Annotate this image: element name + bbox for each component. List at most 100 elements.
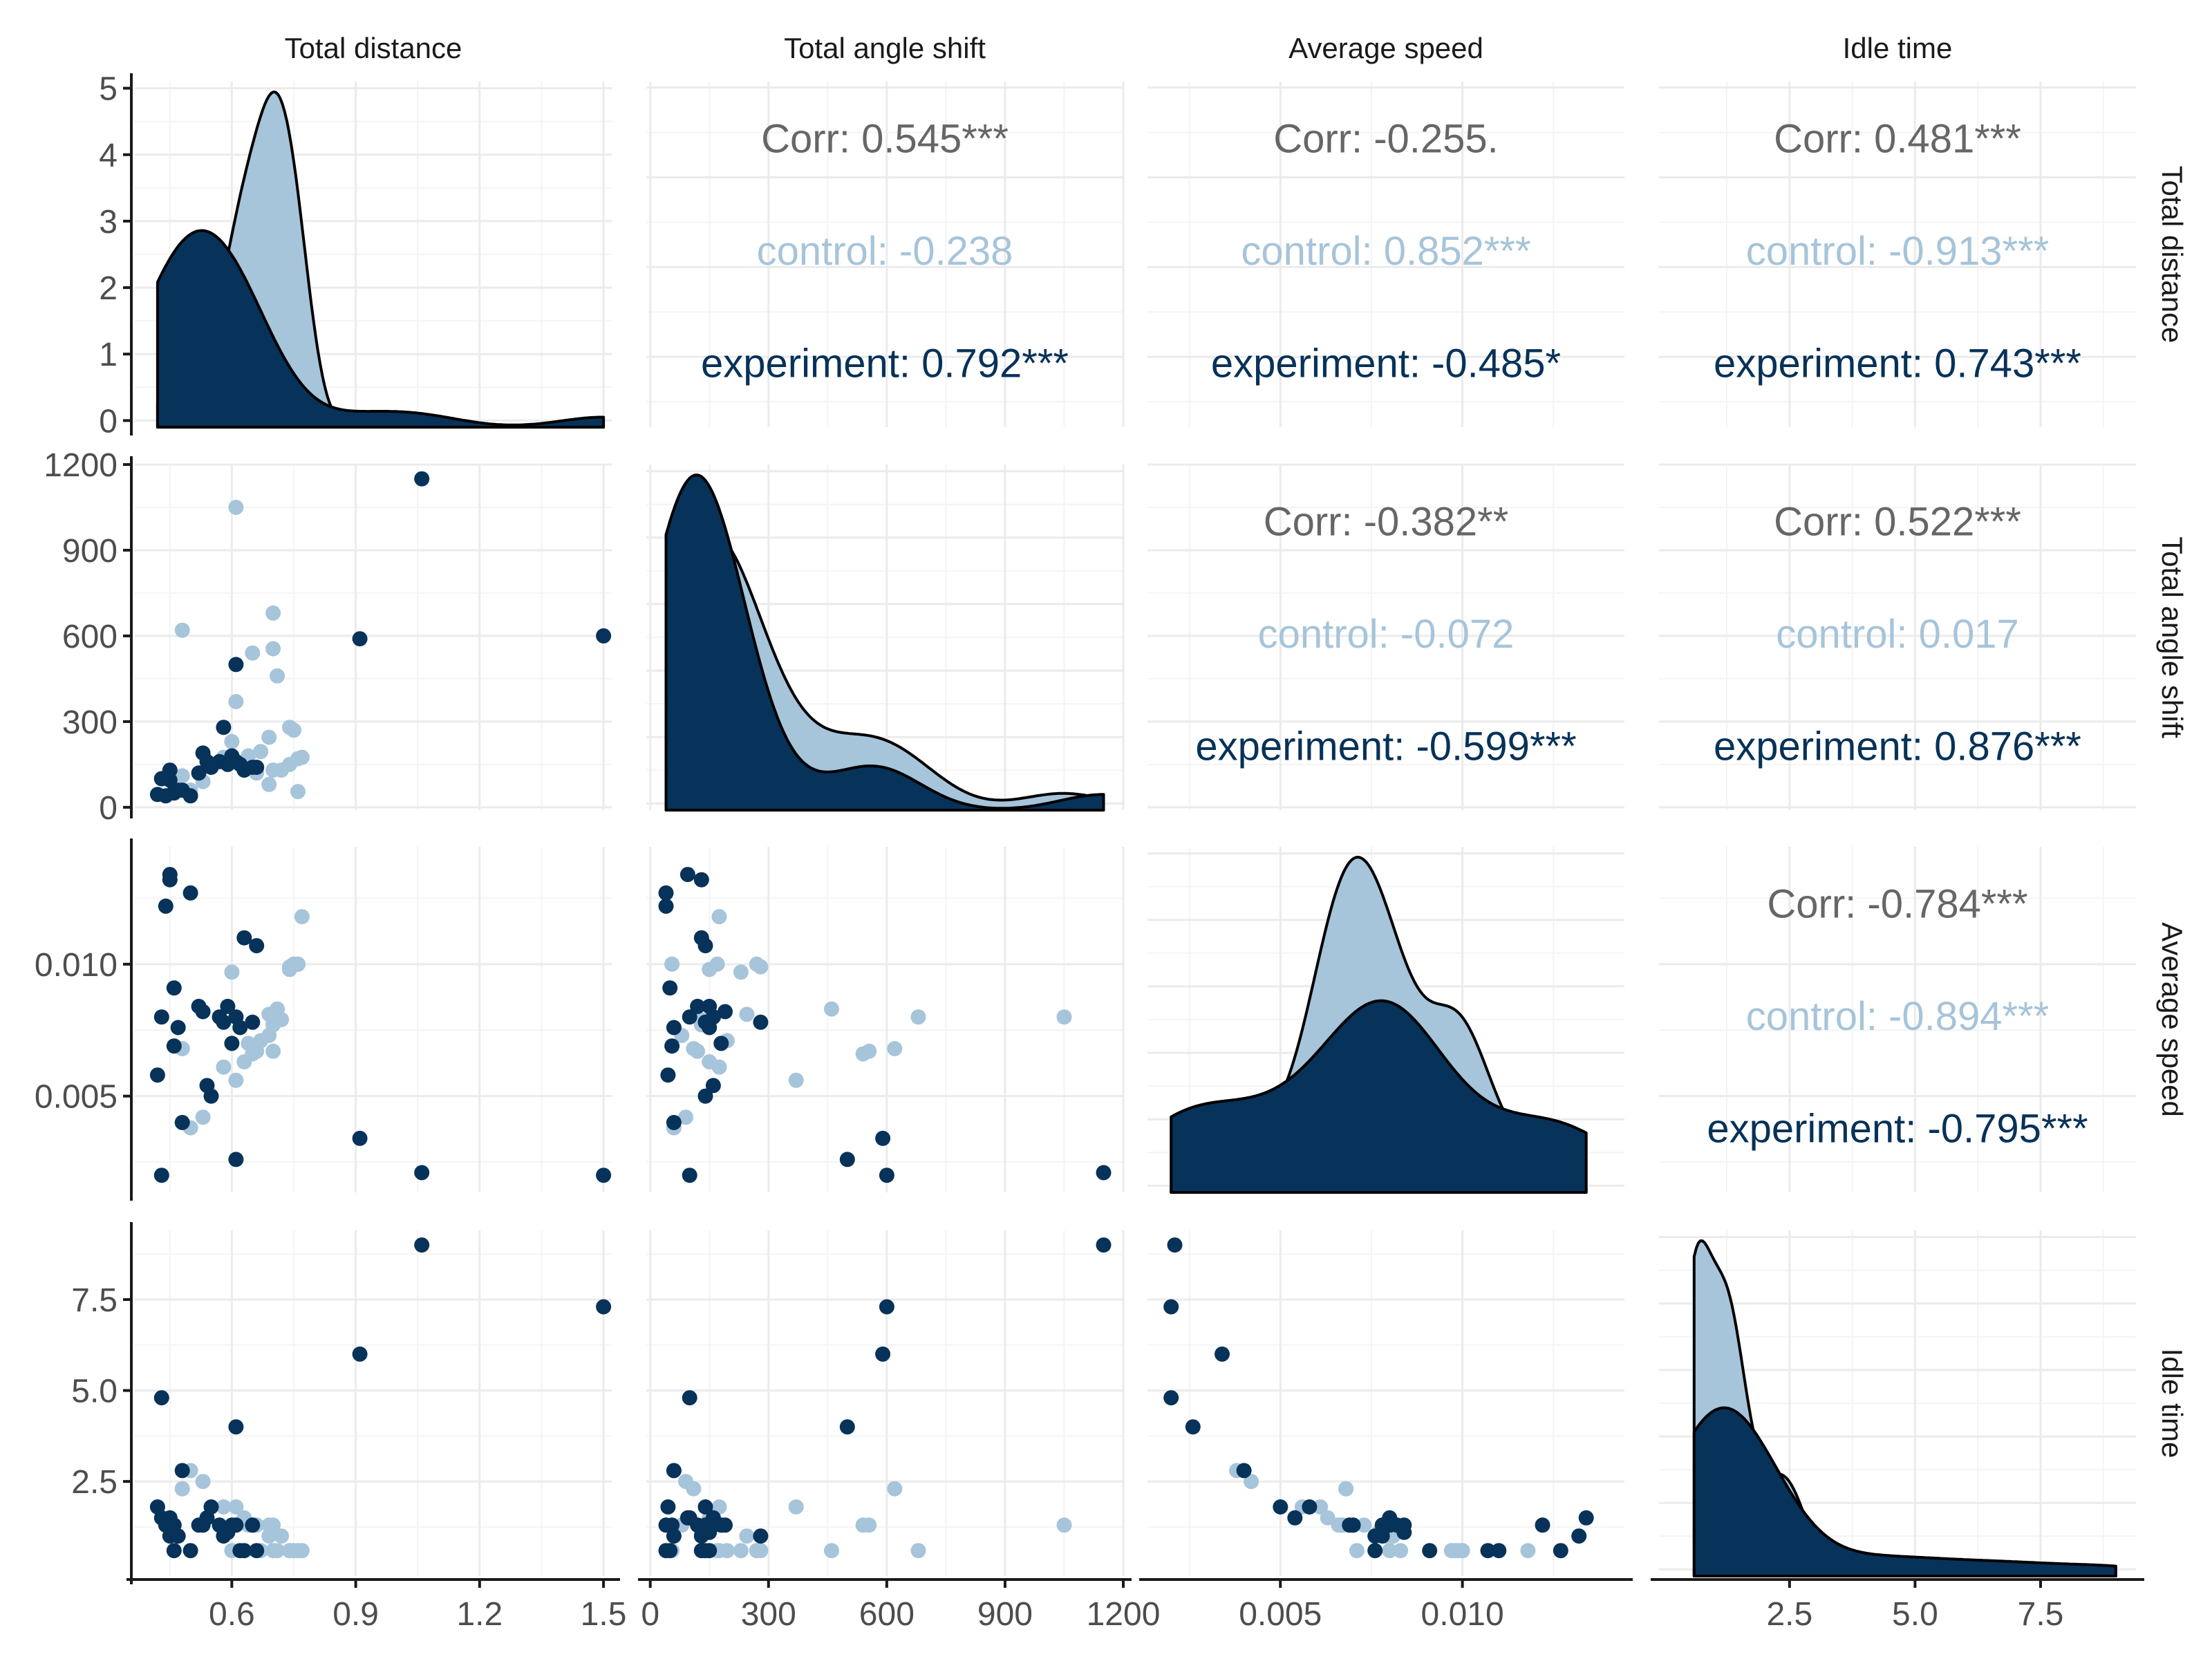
scatter-point-control (174, 622, 190, 638)
scatter-point-experiment (697, 1014, 713, 1030)
scatter-point-control (855, 1517, 871, 1533)
scatter-point-control (1320, 1510, 1335, 1526)
density-curve-experiment (664, 474, 1105, 812)
scatter-point-experiment (1215, 1346, 1230, 1362)
scatter-point-experiment (182, 788, 198, 804)
correlation-experiment: experiment: 0.743*** (1714, 341, 2081, 386)
scatter-point-experiment (660, 1499, 676, 1515)
scatter-point-control (788, 1072, 804, 1088)
scatter-point-control (261, 776, 277, 792)
scatter-point-control (678, 1109, 693, 1125)
scatter-point-experiment (216, 1014, 232, 1030)
panel-grid (1147, 463, 1624, 810)
scatter-point-experiment (753, 1014, 769, 1030)
scatter-point-experiment (875, 1346, 891, 1362)
scatter-point-experiment (174, 1463, 190, 1479)
scatter-point-experiment (414, 471, 430, 487)
column-strip-label: Idle time (1843, 32, 1953, 64)
x-tick-label: 0.010 (1421, 1596, 1504, 1633)
scatter-point-experiment (658, 1543, 674, 1559)
scatter-point-control (265, 1043, 281, 1059)
density-curve-experiment (1170, 999, 1588, 1194)
panel-grid (646, 1230, 1125, 1576)
scatter-point-control (228, 1499, 244, 1515)
correlation-control: control: -0.238 (757, 229, 1013, 274)
scatter-point-control (824, 1543, 839, 1559)
density-panel (1692, 1239, 2117, 1577)
scatter-point-control (228, 694, 244, 709)
scatter-point-control (1349, 1543, 1365, 1559)
scatter-point-experiment (158, 898, 174, 914)
scatter-point-control (686, 1041, 702, 1056)
scatter-point-experiment (228, 1152, 244, 1168)
scatter-point-experiment (596, 628, 612, 644)
scatter-point-control (274, 1528, 290, 1544)
scatter-point-experiment (170, 1528, 186, 1544)
scatter-point-experiment (1396, 1524, 1412, 1540)
scatter-point-control (174, 768, 190, 784)
scatter-point-control (253, 1033, 269, 1049)
scatter-point-control (261, 1517, 277, 1533)
scatter-point-experiment (232, 1020, 248, 1035)
scatter-point-experiment (191, 765, 207, 781)
panel-grid (646, 847, 1125, 1192)
scatter-point-experiment (693, 872, 709, 888)
scatter-point-experiment (697, 938, 713, 954)
scatter-point-experiment (1422, 1543, 1438, 1559)
correlation-experiment: experiment: -0.485* (1211, 341, 1561, 386)
axes: 0 1 2 3 4 5 0 300 600 900 1200 0.005 0.010 2.5 5.0 7.5 0… (35, 71, 2144, 1633)
scatter-point-experiment (352, 1130, 368, 1146)
scatter-point-control (253, 744, 269, 760)
scatter-point-experiment (414, 1165, 430, 1181)
scatter-point-experiment (1491, 1543, 1507, 1559)
y-tick-label: 5.0 (71, 1374, 118, 1410)
scatter-point-experiment (228, 1517, 244, 1533)
scatter-point-experiment (1374, 1517, 1390, 1533)
row-strip-label: Total distance (2156, 166, 2188, 344)
scatter-point-experiment (182, 885, 198, 901)
scatter-point-experiment (666, 1528, 682, 1544)
scatter-point-experiment (1185, 1419, 1201, 1435)
scatter-point-experiment (713, 1035, 729, 1051)
scatter-point-experiment (596, 1299, 612, 1315)
scatter-point-control (216, 1499, 232, 1515)
scatter-point-control (733, 1543, 749, 1559)
correlation-overall: Corr: -0.784*** (1767, 882, 2027, 927)
scatter-point-control (855, 1046, 871, 1062)
scatter-point-experiment (1096, 1237, 1112, 1253)
density-curve-experiment (156, 229, 606, 429)
scatter-point-control (245, 645, 261, 661)
scatter-point-experiment (224, 1035, 240, 1051)
scatter-point-control (1454, 1543, 1470, 1559)
scatter-point-experiment (839, 1152, 855, 1168)
scatter-point-control (711, 909, 727, 925)
scatter-point-experiment (236, 930, 252, 946)
scatter-point-control (236, 1054, 252, 1070)
panel-grid (1659, 847, 2136, 1192)
scatter-point-control (294, 749, 310, 765)
correlation-overall: Corr: 0.545*** (761, 117, 1009, 162)
scatter-point-experiment (1287, 1510, 1303, 1526)
scatter-point-experiment (1163, 1390, 1179, 1406)
scatter-point-control (910, 1543, 926, 1559)
scatter-panel (658, 1237, 1112, 1559)
scatter-point-control (1338, 1481, 1354, 1497)
scatter-point-control (1356, 1517, 1372, 1533)
scatter-point-experiment (658, 898, 674, 914)
scatter-point-experiment (596, 1168, 612, 1183)
density-panel (156, 91, 606, 429)
correlation-experiment: experiment: 0.792*** (701, 341, 1069, 386)
x-tick-label: 0 (641, 1596, 659, 1633)
scatter-point-experiment (1096, 1165, 1112, 1181)
x-tick-label: 1.2 (456, 1596, 503, 1633)
scatter-point-control (241, 1035, 256, 1051)
scatter-point-control (1520, 1543, 1536, 1559)
correlation-experiment: experiment: -0.599*** (1195, 724, 1576, 769)
scatter-point-experiment (705, 1078, 721, 1094)
scatter-panel (149, 1237, 612, 1559)
scatter-point-experiment (166, 980, 182, 996)
y-tick-label: 3 (99, 204, 118, 241)
scatter-point-control (294, 909, 310, 925)
scatter-point-control (824, 1001, 839, 1017)
